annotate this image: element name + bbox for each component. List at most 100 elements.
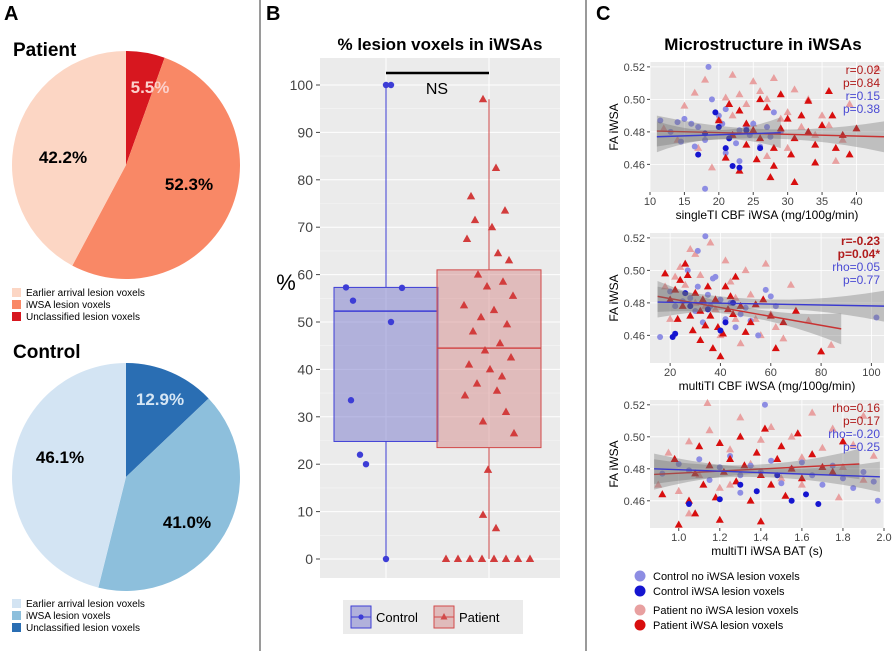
control-no-iwsa-point (694, 247, 701, 254)
control-pie: 12.9% 41.0% 46.1% (12, 363, 240, 591)
patient-point (497, 372, 507, 380)
control-no-iwsa-point (691, 143, 698, 150)
patient-iwsa-point (828, 111, 837, 119)
pie-slice-unclassified (126, 363, 209, 477)
pie-slice-earlier (11, 51, 126, 266)
control-no-iwsa-point (717, 296, 724, 303)
patient-no-iwsa-point (767, 422, 776, 430)
scatter-y-tick-label: 0.46 (624, 330, 645, 342)
scatter-legend-label: Patient iWSA lesion voxels (653, 620, 784, 632)
patient-iwsa-point (817, 347, 826, 355)
control-point (382, 81, 390, 89)
scatter-legend-marker (634, 619, 646, 631)
patient-no-iwsa-point (661, 282, 670, 290)
scatter-stat-text: r=-0.23 (841, 234, 880, 248)
patient-no-iwsa-point (797, 122, 806, 130)
patient-point (508, 291, 518, 299)
patient-point (470, 215, 480, 224)
patient-no-iwsa-point (869, 451, 878, 459)
patient-iwsa-point (790, 134, 799, 142)
control-iwsa-point (717, 327, 724, 334)
scatter-y-tick-label: 0.52 (624, 233, 645, 245)
patient-iwsa-point (793, 429, 802, 437)
patient-no-iwsa-point (676, 262, 685, 270)
patient-point (483, 465, 493, 473)
scatter-stat-text: rho=0.16 (832, 401, 880, 415)
control-no-iwsa-point (732, 324, 739, 331)
control-no-iwsa-point (702, 185, 709, 192)
patient-no-iwsa-point (696, 270, 705, 279)
patient-iwsa-point (735, 106, 744, 114)
scatter-y-tick-label: 0.50 (624, 432, 645, 444)
control-iwsa-point (682, 290, 689, 297)
patient-point (513, 554, 523, 562)
patient-iwsa-point (674, 520, 683, 528)
patient-iwsa-point (756, 95, 765, 103)
control-no-iwsa-point (677, 138, 684, 145)
patient-iwsa-point (670, 454, 679, 462)
patient-point (498, 277, 508, 285)
patient-no-iwsa-point (726, 277, 735, 285)
patient-point (501, 554, 511, 562)
patient-point (464, 360, 474, 368)
patient-iwsa-point (678, 301, 687, 309)
patient-no-iwsa-point (769, 73, 778, 82)
patient-no-iwsa-point (779, 334, 788, 342)
scatter-x-tick-label: 30 (782, 196, 794, 208)
patient-iwsa-point (716, 352, 725, 360)
control-no-iwsa-point (704, 291, 711, 298)
patient-point (502, 319, 512, 328)
patient-iwsa-point (845, 150, 854, 158)
legend-label-control: Control (376, 610, 418, 625)
patient-iwsa-point (811, 140, 820, 148)
patient-iwsa-point (746, 318, 755, 326)
legend-swatch-earlier (12, 288, 21, 297)
scatter-legend-label: Patient no iWSA lesion voxels (653, 605, 799, 617)
patient-no-iwsa-point (859, 411, 868, 419)
legend-swatch-earlier (12, 599, 21, 608)
control-point (387, 318, 395, 326)
control-fit-line (654, 468, 880, 478)
legend-key-patient-marker (440, 613, 448, 620)
control-iwsa-point (672, 330, 679, 337)
patient-iwsa-point (708, 344, 717, 352)
control-point (382, 555, 390, 563)
control-no-iwsa-point (702, 233, 709, 240)
patient-iwsa-point (769, 143, 778, 151)
patient-iwsa-point (676, 275, 685, 283)
scatter-y-tick-label: 0.50 (624, 265, 645, 277)
patient-iwsa-point (705, 461, 714, 469)
patient-point (506, 353, 516, 361)
patient-pie: 5.5% 52.3% 42.2% (11, 51, 240, 279)
patient-iwsa-point (756, 134, 765, 142)
scatter-stat-text: rho=0.05 (832, 260, 880, 274)
boxplot-y-ticks: 0 10 20 30 40 50 60 70 80 90 100 (290, 77, 320, 567)
patient-iwsa-point (797, 474, 806, 482)
patient-no-iwsa-point (797, 453, 806, 461)
scatter-stat-text: p=0.77 (843, 273, 880, 287)
control-no-iwsa-point (798, 459, 805, 466)
patient-iwsa-point (777, 442, 786, 450)
control-iwsa-point (715, 124, 722, 130)
patient-iwsa-point (658, 490, 667, 498)
patient-no-iwsa-point (751, 314, 760, 322)
patient-point (459, 300, 469, 309)
patient-iwsa-point (831, 143, 840, 151)
boxplot-y-tick-label: 70 (297, 219, 313, 235)
patient-iwsa-point (824, 86, 833, 95)
patient-iwsa-point (706, 311, 715, 319)
patient-point (472, 379, 482, 387)
patient-no-iwsa-point (845, 99, 854, 108)
patient-iwsa-point (781, 491, 790, 499)
control-iwsa-point (729, 163, 736, 169)
patient-iwsa-point (773, 454, 782, 462)
patient-no-iwsa-point (691, 249, 700, 257)
control-no-iwsa-point (747, 462, 754, 469)
patient-iwsa-point (736, 432, 745, 440)
scatter-x-tick-label: 1.8 (835, 532, 850, 544)
control-iwsa-point (803, 491, 809, 498)
control-no-iwsa-point (672, 303, 679, 310)
scatter-stat-text: p=0.84 (843, 76, 880, 90)
legend-label-earlier: Earlier arrival lesion voxels (26, 599, 145, 610)
patient-no-iwsa-point (849, 440, 858, 448)
